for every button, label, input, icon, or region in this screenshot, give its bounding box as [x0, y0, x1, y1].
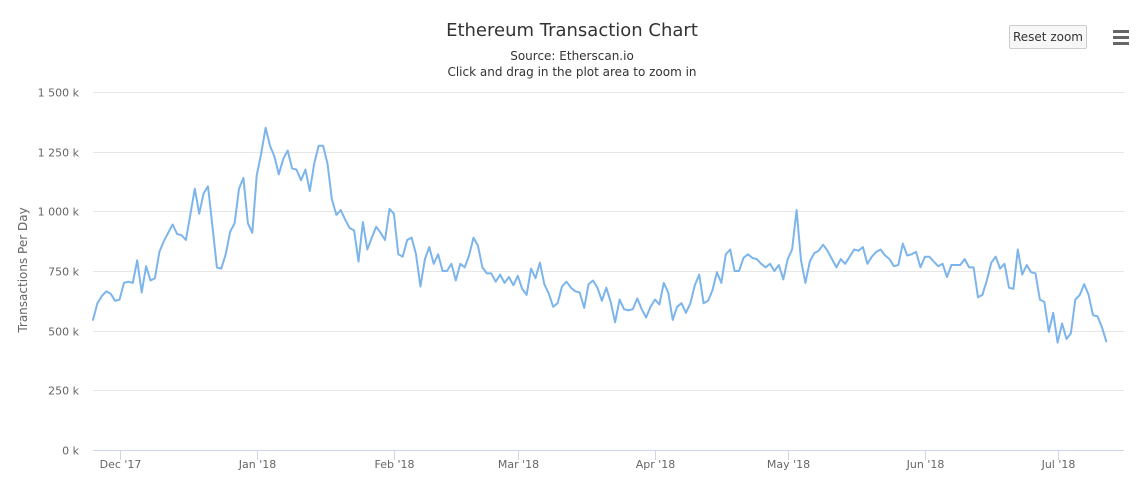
y-tick-label: 1 500 k — [38, 87, 80, 100]
y-tick-label: 1 250 k — [38, 147, 80, 160]
chart-subtitle: Source: Etherscan.io Click and drag in t… — [0, 48, 1144, 80]
hamburger-menu-icon[interactable] — [1108, 26, 1132, 48]
x-tick-label: Jun '18 — [906, 458, 945, 471]
y-tick-label: 500 k — [48, 326, 79, 339]
x-tick-label: Jan '18 — [238, 458, 276, 471]
x-axis: Dec '17 Jan '18 Feb '18 Mar '18 Apr '18 May '… — [93, 450, 1124, 471]
y-tick-label: 250 k — [48, 385, 79, 398]
chart-title: Ethereum Transaction Chart — [446, 20, 698, 41]
reset-zoom-button[interactable]: Reset zoom — [1009, 25, 1087, 49]
x-tick-label: Apr '18 — [636, 458, 676, 471]
y-tick-label: 0 k — [62, 445, 79, 458]
y-axis-title: Transactions Per Day — [16, 207, 30, 333]
x-tick-label: Dec '17 — [100, 458, 142, 471]
series-line-0 — [92, 126, 1108, 344]
y-tick-label: 750 k — [48, 266, 79, 279]
series-layer — [92, 126, 1108, 344]
x-tick-label: Feb '18 — [375, 458, 415, 471]
x-tick-label: May '18 — [767, 458, 810, 471]
subtitle-source: Source: Etherscan.io — [510, 49, 634, 63]
y-tick-label: 1 000 k — [38, 206, 80, 219]
x-tick-label: Jul '18 — [1041, 458, 1076, 471]
grid-lines — [93, 92, 1124, 391]
subtitle-hint: Click and drag in the plot area to zoom … — [447, 65, 697, 79]
x-tick-label: Mar '18 — [498, 458, 539, 471]
y-axis: 0 k 250 k 500 k 750 k 1 000 k 1 250 k 1 500 k — [38, 87, 80, 458]
